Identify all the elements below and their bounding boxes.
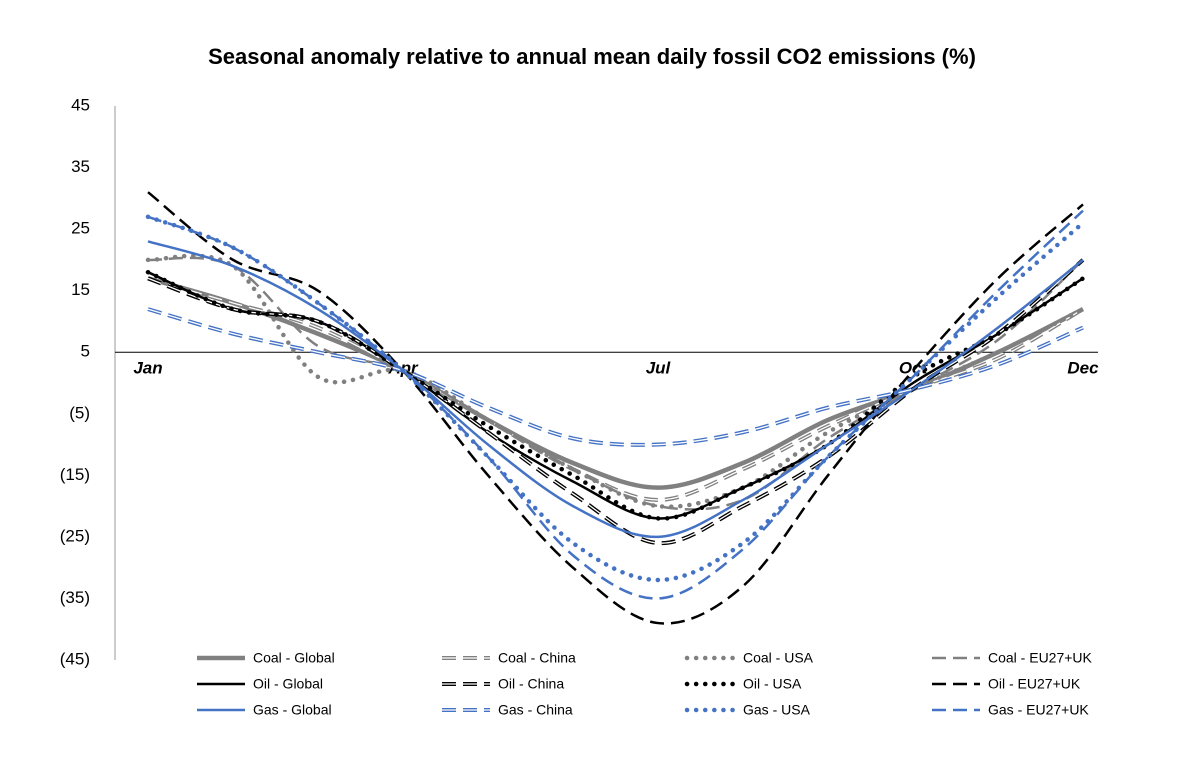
series-line — [147, 240, 1084, 539]
legend-label: Oil - China — [498, 676, 564, 692]
legend-label: Oil - USA — [743, 676, 802, 692]
x-tick-label: Jul — [646, 359, 672, 378]
y-tick-label: 45 — [71, 95, 90, 114]
legend-label: Oil - EU27+UK — [988, 676, 1081, 692]
legend-label: Gas - EU27+UK — [988, 702, 1089, 718]
x-tick-label: Jan — [133, 359, 162, 378]
y-tick-label: 5 — [81, 342, 90, 361]
series-line — [147, 256, 1084, 511]
y-tick-label: 35 — [71, 157, 90, 176]
legend-label: Oil - Global — [253, 676, 323, 692]
legend-label: Coal - EU27+UK — [988, 650, 1093, 666]
legend-label: Gas - Global — [253, 702, 332, 718]
legend-label: Coal - China — [498, 650, 576, 666]
chart-title: Seasonal anomaly relative to annual mean… — [208, 44, 976, 69]
legend-label: Gas - China — [498, 702, 573, 718]
y-tick-label: 15 — [71, 280, 90, 299]
series-line — [147, 191, 1084, 625]
y-tick-label: (5) — [69, 403, 90, 422]
series-line-inner — [147, 277, 1084, 501]
series-line — [147, 276, 1085, 502]
y-tick-label: (15) — [60, 465, 90, 484]
x-tick-label: Dec — [1067, 359, 1099, 378]
legend-label: Coal - Global — [253, 650, 335, 666]
legend-label: Coal - USA — [743, 650, 814, 666]
y-tick-label: (45) — [60, 649, 90, 668]
y-tick-label: 25 — [71, 219, 90, 238]
y-tick-label: (25) — [60, 526, 90, 545]
series-line — [145, 269, 1086, 521]
series-line — [147, 209, 1084, 600]
series-line-inner — [147, 308, 1084, 446]
y-tick-label: (35) — [60, 588, 90, 607]
legend-label: Gas - USA — [743, 702, 811, 718]
